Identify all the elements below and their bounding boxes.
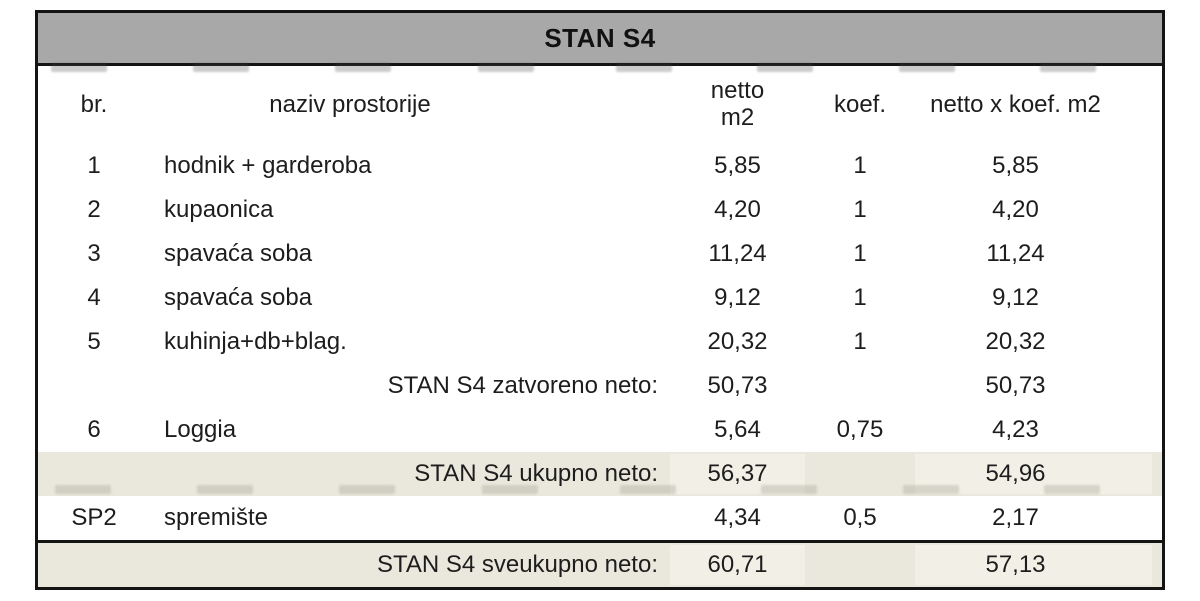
cell-koef: 0,5 xyxy=(843,504,877,531)
table-row: 3 spavaća soba 11,24 1 11,24 xyxy=(38,232,1162,276)
cell-produkt: 11,24 xyxy=(986,240,1045,267)
col-header-netto-x-koef: netto x koef. m2 xyxy=(930,91,1101,118)
cell-netto: 4,34 xyxy=(714,504,761,531)
cell-br: 5 xyxy=(87,328,101,355)
col-header-netto-m2: netto m2 xyxy=(660,66,815,144)
cell-br: SP2 xyxy=(71,504,117,531)
cell-netto: 11,24 xyxy=(708,240,767,267)
table-row: 4 spavaća soba 9,12 1 9,12 xyxy=(38,276,1162,320)
cell-koef: 1 xyxy=(853,152,867,179)
table-row: 5 kuhinja+db+blag. 20,32 1 20,32 xyxy=(38,320,1162,364)
total-row: STAN S4 sveukupno neto: 60,71 57,13 xyxy=(38,540,1162,587)
col-header-koef: koef. xyxy=(833,91,887,118)
cell-naziv: spremište xyxy=(164,504,269,531)
cell-netto: 56,37 xyxy=(670,454,805,494)
cell-koef xyxy=(815,452,905,496)
cell-naziv: Loggia xyxy=(164,416,237,443)
cell-koef xyxy=(815,543,905,587)
stan-s4-area-table: STAN S4 br. naziv prostorije netto m2 ko… xyxy=(35,10,1165,590)
cell-br: 4 xyxy=(87,284,101,311)
total-row: STAN S4 ukupno neto: 56,37 54,96 xyxy=(38,452,1162,496)
cell-br xyxy=(38,364,150,408)
cell-netto: 20,32 xyxy=(707,328,768,355)
cell-produkt: 20,32 xyxy=(985,328,1046,355)
cell-produkt: 4,23 xyxy=(992,416,1039,443)
total-row: STAN S4 zatvoreno neto: 50,73 50,73 xyxy=(38,364,1162,408)
cell-naziv: hodnik + garderoba xyxy=(164,152,372,179)
cell-produkt: 54,96 xyxy=(915,454,1152,494)
cell-br: 2 xyxy=(87,196,101,223)
cell-koef xyxy=(815,364,905,408)
cell-br: 6 xyxy=(87,416,101,443)
cell-naziv: spavaća soba xyxy=(164,284,313,311)
cell-koef: 0,75 xyxy=(836,416,884,443)
cell-naziv: STAN S4 ukupno neto: xyxy=(414,460,658,487)
table-row: 1 hodnik + garderoba 5,85 1 5,85 xyxy=(38,144,1162,188)
cell-produkt: 57,13 xyxy=(915,545,1152,585)
cell-netto: 9,12 xyxy=(714,284,761,311)
cell-naziv: kupaonica xyxy=(164,196,274,223)
cell-br xyxy=(38,452,150,496)
cell-koef: 1 xyxy=(853,328,867,355)
col-header-netto-line1: netto xyxy=(710,77,765,105)
table-row: 2 kupaonica 4,20 1 4,20 xyxy=(38,188,1162,232)
cell-netto: 5,85 xyxy=(714,152,761,179)
col-header-naziv: naziv prostorije xyxy=(269,91,431,118)
table-body: 1 hodnik + garderoba 5,85 1 5,85 2 kupaonica 4,… xyxy=(38,144,1162,587)
cell-naziv: STAN S4 zatvoreno neto: xyxy=(387,372,658,399)
cell-netto: 60,71 xyxy=(670,545,805,585)
cell-netto: 50,73 xyxy=(707,372,768,399)
table-row: 6 Loggia 5,64 0,75 4,23 xyxy=(38,408,1162,452)
cell-br xyxy=(38,543,150,587)
table-title: STAN S4 xyxy=(544,22,656,53)
cell-koef: 1 xyxy=(853,196,867,223)
cell-produkt: 50,73 xyxy=(985,372,1046,399)
col-header-br: br. xyxy=(80,91,108,118)
cell-netto: 4,20 xyxy=(714,196,761,223)
cell-netto: 5,64 xyxy=(714,416,761,443)
table-title-bar: STAN S4 xyxy=(38,13,1162,66)
column-header-row: br. naziv prostorije netto m2 koef. nett… xyxy=(38,66,1162,144)
cell-br: 1 xyxy=(87,152,101,179)
cell-naziv: spavaća soba xyxy=(164,240,313,267)
col-header-netto-line2: m2 xyxy=(720,104,755,131)
cell-produkt: 4,20 xyxy=(992,196,1039,223)
cell-naziv: kuhinja+db+blag. xyxy=(164,328,347,355)
table-row: SP2 spremište 4,34 0,5 2,17 xyxy=(38,496,1162,540)
cell-koef: 1 xyxy=(853,240,867,267)
cell-produkt: 5,85 xyxy=(992,152,1039,179)
cell-br: 3 xyxy=(87,240,101,267)
cell-naziv: STAN S4 sveukupno neto: xyxy=(376,551,658,578)
cell-produkt: 2,17 xyxy=(992,504,1039,531)
cell-koef: 1 xyxy=(853,284,867,311)
cell-produkt: 9,12 xyxy=(992,284,1039,311)
